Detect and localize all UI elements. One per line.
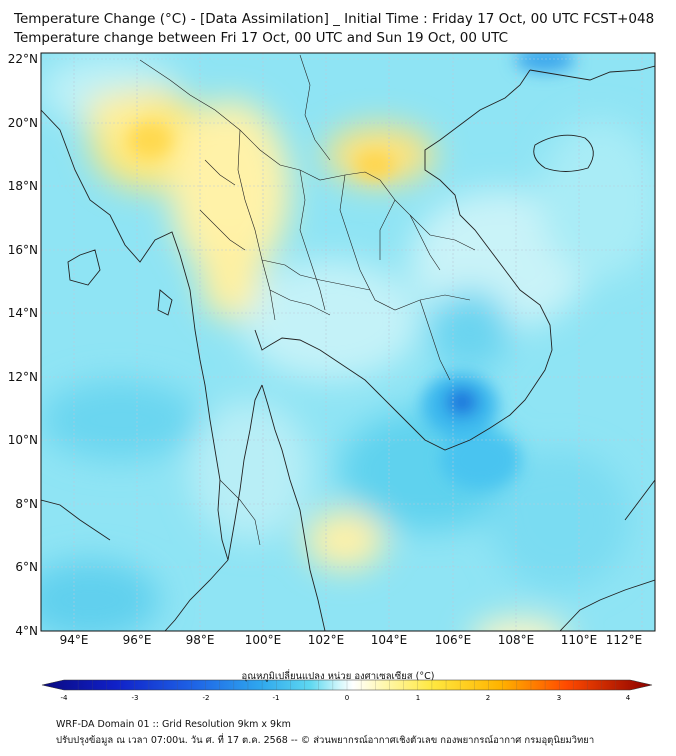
colorbar-tick: 2 [486, 694, 490, 702]
lon-label: 102°E [308, 633, 345, 647]
colorbar-tick: -2 [203, 694, 210, 702]
map-frame [40, 52, 656, 632]
colorbar-tick: 4 [626, 694, 631, 702]
lon-label: 110°E [561, 633, 598, 647]
lat-label: 16°N [8, 243, 38, 257]
lon-label: 112°E [606, 633, 643, 647]
lat-label: 20°N [8, 116, 38, 130]
admin-boundaries [139, 54, 476, 546]
lat-label: 6°N [15, 560, 38, 574]
coastlines-borders [41, 65, 655, 631]
lon-label: 98°E [186, 633, 215, 647]
lon-label: 106°E [435, 633, 472, 647]
lat-label: 18°N [8, 179, 38, 193]
colorbar-tick: 3 [557, 694, 561, 702]
colorbar-tick: -4 [61, 694, 69, 702]
lat-label: 14°N [8, 306, 38, 320]
colorbar-tick: 1 [416, 694, 420, 702]
colorbar: -4 -3 -2 -1 0 1 2 3 4 [41, 679, 653, 702]
lat-label: 4°N [15, 624, 38, 638]
graticule [41, 53, 655, 631]
temperature-field [41, 53, 655, 631]
lat-label: 10°N [8, 433, 38, 447]
colorbar-tick: -1 [273, 694, 280, 702]
colorbar-title: อุณหภูมิเปลี่ยนแปลง หน่วย องศาเซลเซียส (… [241, 671, 435, 682]
footer-domain-info: WRF-DA Domain 01 :: Grid Resolution 9km … [56, 719, 291, 730]
colorbar-tick: 0 [345, 694, 349, 702]
colorbar-bar [41, 679, 653, 691]
lon-label: 94°E [60, 633, 89, 647]
colorbar-tick: -3 [132, 694, 139, 702]
lat-label: 8°N [15, 497, 38, 511]
map-subtitle: Temperature change between Fri 17 Oct, 0… [14, 30, 509, 46]
footer-credit: ปรับปรุงข้อมูล ณ เวลา 07:00น. วัน ศ. ที่… [56, 735, 595, 746]
lon-label: 96°E [123, 633, 152, 647]
latitude-labels: 22°N 20°N 18°N 16°N 14°N 12°N 10°N 8°N 6… [8, 52, 38, 638]
lon-label: 104°E [371, 633, 408, 647]
lon-label: 100°E [245, 633, 282, 647]
map-title: Temperature Change (°C) - [Data Assimila… [14, 11, 655, 27]
lat-label: 22°N [8, 52, 38, 66]
lat-label: 12°N [8, 370, 38, 384]
lon-label: 108°E [498, 633, 535, 647]
longitude-labels: 94°E 96°E 98°E 100°E 102°E 104°E 106°E 1… [60, 633, 643, 647]
